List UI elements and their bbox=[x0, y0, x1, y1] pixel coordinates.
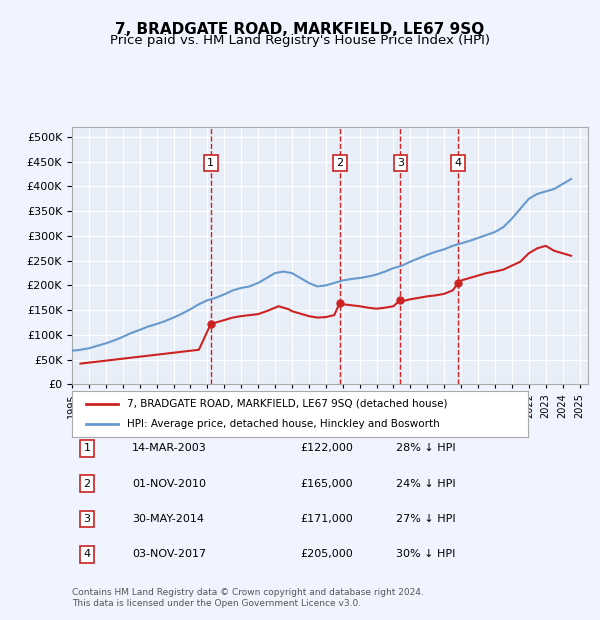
Text: 4: 4 bbox=[455, 158, 462, 168]
Text: £171,000: £171,000 bbox=[300, 514, 353, 524]
Text: 14-MAR-2003: 14-MAR-2003 bbox=[132, 443, 207, 453]
Text: 03-NOV-2017: 03-NOV-2017 bbox=[132, 549, 206, 559]
Text: Price paid vs. HM Land Registry's House Price Index (HPI): Price paid vs. HM Land Registry's House … bbox=[110, 34, 490, 47]
Text: 01-NOV-2010: 01-NOV-2010 bbox=[132, 479, 206, 489]
Text: 1: 1 bbox=[83, 443, 91, 453]
Text: 1: 1 bbox=[207, 158, 214, 168]
Text: 3: 3 bbox=[83, 514, 91, 524]
Text: £122,000: £122,000 bbox=[300, 443, 353, 453]
Text: 4: 4 bbox=[83, 549, 91, 559]
Text: 2: 2 bbox=[336, 158, 343, 168]
Text: 7, BRADGATE ROAD, MARKFIELD, LE67 9SQ: 7, BRADGATE ROAD, MARKFIELD, LE67 9SQ bbox=[115, 22, 485, 37]
Text: 27% ↓ HPI: 27% ↓ HPI bbox=[396, 514, 455, 524]
Text: 7, BRADGATE ROAD, MARKFIELD, LE67 9SQ (detached house): 7, BRADGATE ROAD, MARKFIELD, LE67 9SQ (d… bbox=[127, 399, 447, 409]
Text: £205,000: £205,000 bbox=[300, 549, 353, 559]
Text: 28% ↓ HPI: 28% ↓ HPI bbox=[396, 443, 455, 453]
Text: 2: 2 bbox=[83, 479, 91, 489]
Text: £165,000: £165,000 bbox=[300, 479, 353, 489]
Text: 30% ↓ HPI: 30% ↓ HPI bbox=[396, 549, 455, 559]
Text: 24% ↓ HPI: 24% ↓ HPI bbox=[396, 479, 455, 489]
Text: 30-MAY-2014: 30-MAY-2014 bbox=[132, 514, 204, 524]
Text: 3: 3 bbox=[397, 158, 404, 168]
Text: Contains HM Land Registry data © Crown copyright and database right 2024.
This d: Contains HM Land Registry data © Crown c… bbox=[72, 588, 424, 608]
Text: HPI: Average price, detached house, Hinckley and Bosworth: HPI: Average price, detached house, Hinc… bbox=[127, 419, 439, 429]
